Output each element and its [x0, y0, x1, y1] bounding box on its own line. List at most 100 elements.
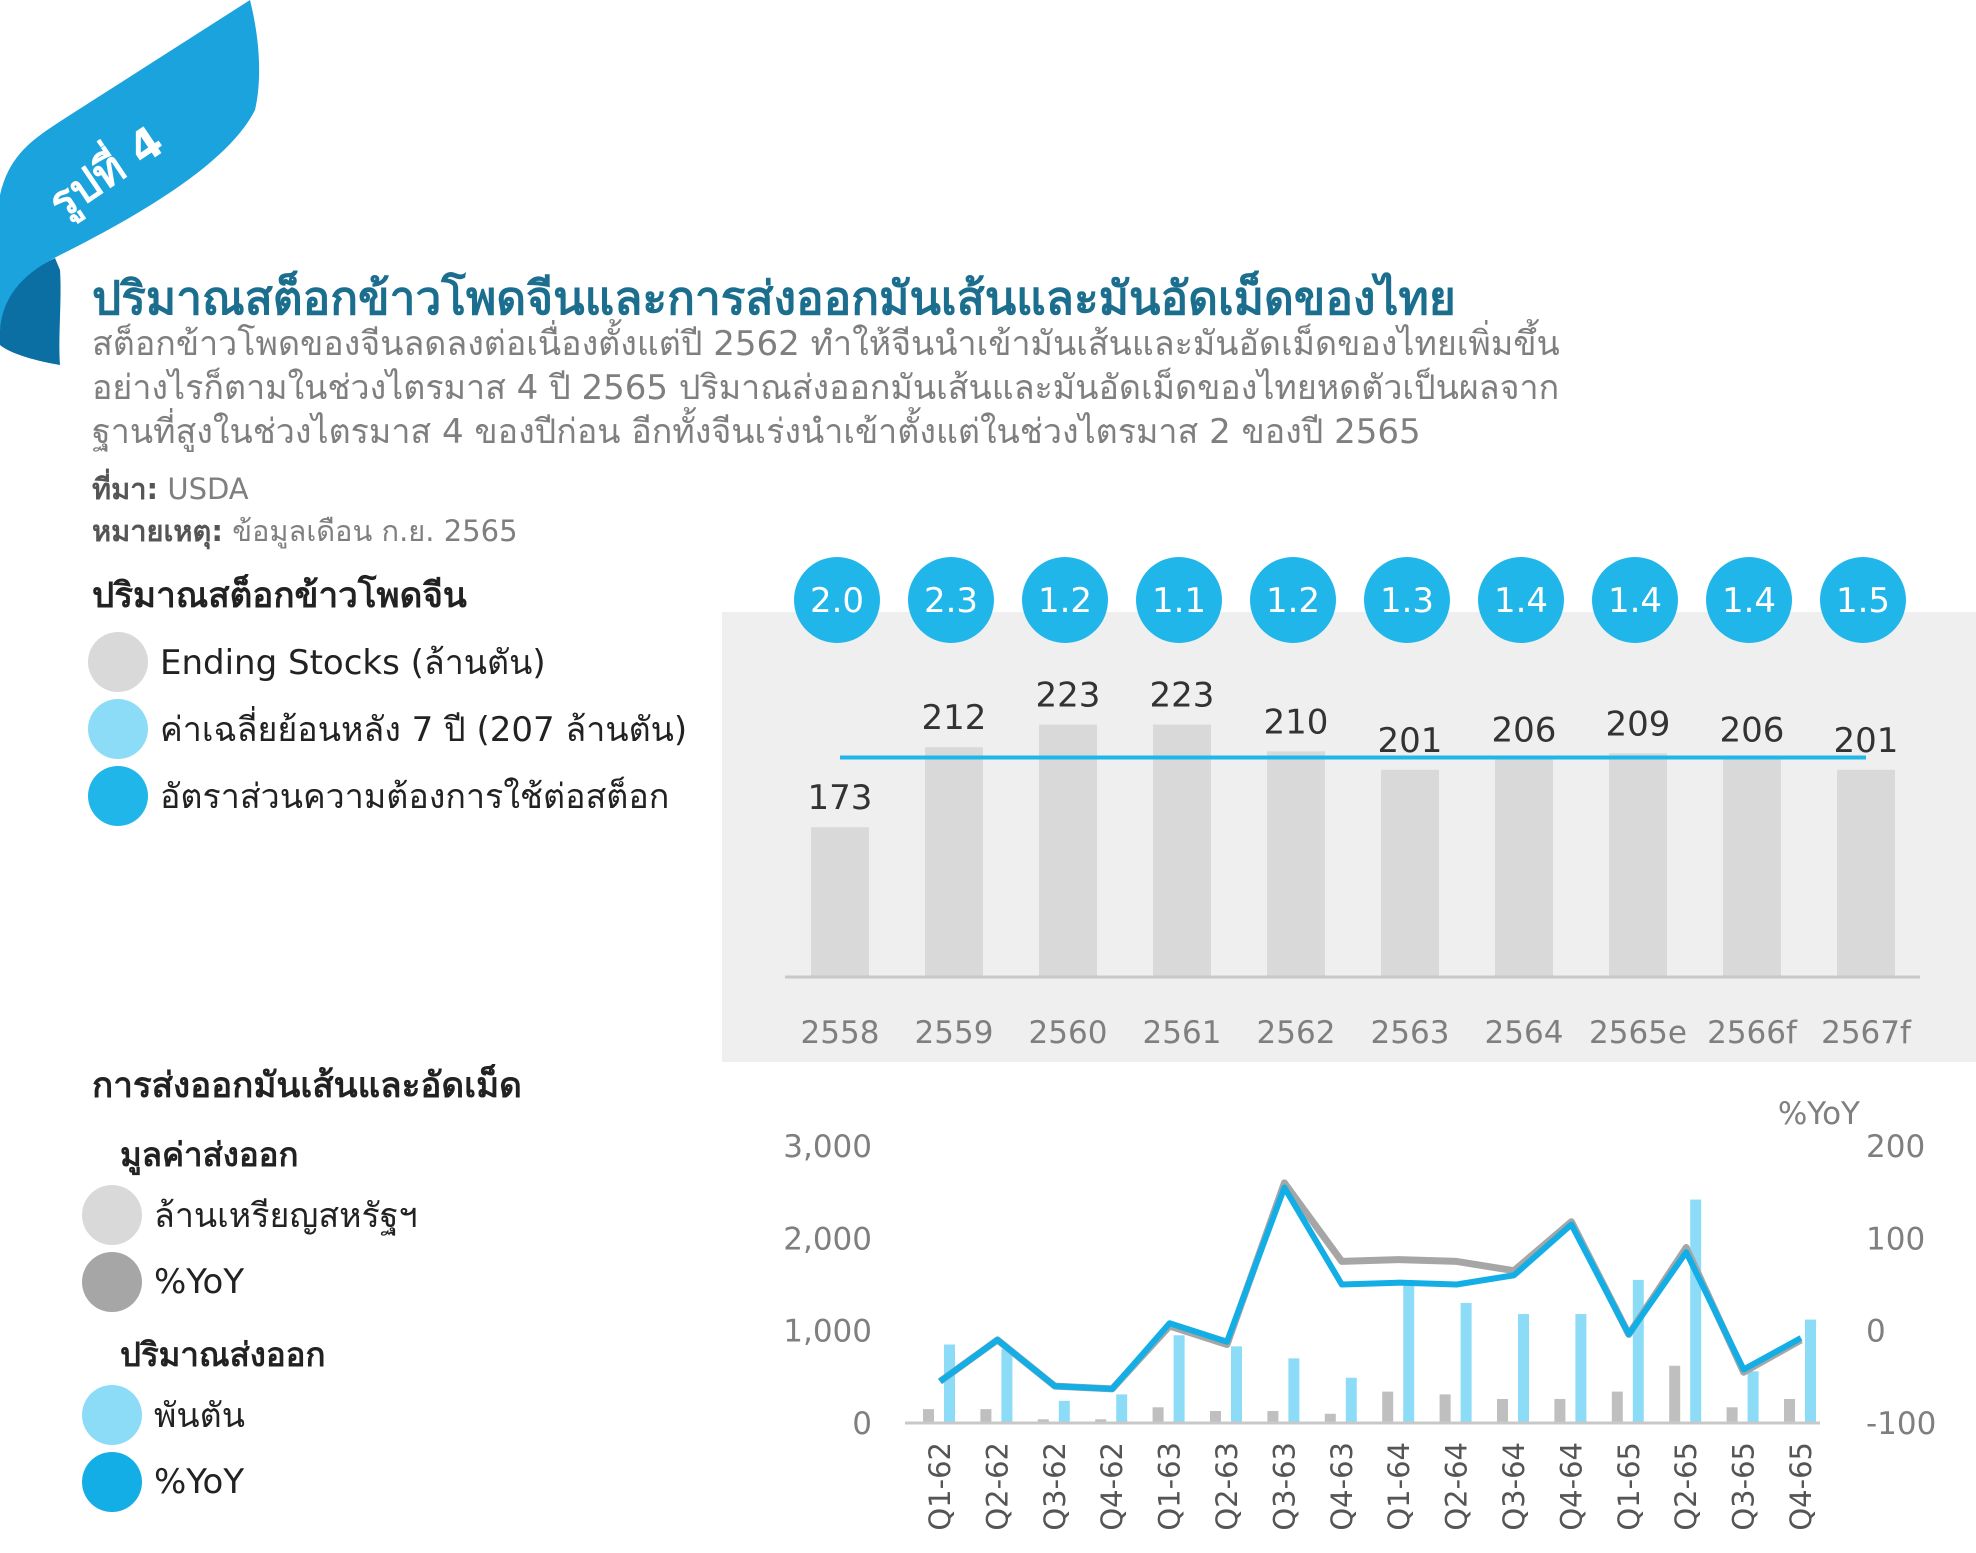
value-bar: [1726, 1407, 1738, 1423]
data-label: 173: [808, 778, 873, 818]
volume-bar: [1632, 1279, 1644, 1423]
legend-label: Ending Stocks (ล้านตัน): [160, 643, 546, 683]
x-tick-label: Q2-65: [1669, 1442, 1703, 1531]
legend-dot: [88, 699, 148, 759]
data-label: 206: [1720, 711, 1785, 751]
legend-dot: [82, 1252, 142, 1312]
value-bar: [1784, 1398, 1795, 1423]
x-tick-label: Q2-62: [980, 1442, 1014, 1531]
ratio-badge-label: 1.2: [1038, 581, 1092, 621]
note-value: ข้อมูลเดือน ก.ย. 2565: [232, 514, 518, 548]
ratio-badge-label: 1.3: [1380, 581, 1434, 621]
data-label: 201: [1834, 721, 1899, 761]
ratio-badge: [794, 557, 880, 643]
value-bar: [1324, 1413, 1336, 1423]
legend-volume-yoy: %YoY: [82, 1452, 244, 1512]
legend-dot: [88, 632, 148, 692]
value-bar: [1382, 1391, 1394, 1423]
value-bar: [1210, 1410, 1221, 1423]
x-tick-label: Q1-64: [1382, 1442, 1416, 1531]
data-label: 223: [1150, 676, 1215, 716]
legend-label: พันตัน: [154, 1396, 245, 1436]
legend-volume-kt: พันตัน: [82, 1385, 245, 1445]
page-title: ปริมาณสต็อกข้าวโพดจีนและการส่งออกมันเส้น…: [92, 271, 1456, 325]
x-tick-label: Q3-65: [1727, 1442, 1761, 1531]
volume-bar: [1403, 1281, 1415, 1423]
legend-value-yoy: %YoY: [82, 1252, 244, 1312]
ratio-badge: [908, 557, 994, 643]
ratio-badge-label: 1.2: [1266, 581, 1320, 621]
x-tick-label: 2560: [1029, 1015, 1108, 1051]
x-tick-label: 2561: [1143, 1015, 1222, 1051]
x-tick-label: 2564: [1485, 1015, 1564, 1051]
y-tick-label: 2,000: [783, 1221, 872, 1257]
stock-bar: [1039, 724, 1097, 977]
y-tick-label: 0: [852, 1406, 872, 1442]
y-tick-label: 1,000: [783, 1314, 872, 1350]
legend-dot: [82, 1452, 142, 1512]
ratio-badge-label: 1.5: [1836, 581, 1890, 621]
x-tick-label: 2563: [1371, 1015, 1450, 1051]
legend-value-usd: ล้านเหรียญสหรัฐฯ: [82, 1185, 418, 1245]
volume-bar: [1690, 1199, 1702, 1423]
ratio-badge-label: 1.4: [1608, 581, 1662, 621]
x-tick-label: Q4-65: [1784, 1442, 1818, 1531]
stock-bar: [1723, 759, 1781, 977]
x-tick-label: Q2-63: [1210, 1442, 1244, 1531]
ratio-badge: [1592, 557, 1678, 643]
value-bar: [1497, 1398, 1508, 1423]
legend-label: ล้านเหรียญสหรัฐฯ: [154, 1196, 418, 1236]
value-bar: [1554, 1398, 1566, 1423]
legend-label: อัตราส่วนความต้องการใช้ต่อสต็อก: [160, 777, 670, 817]
value-bar: [923, 1409, 934, 1423]
x-tick-label: Q1-62: [923, 1442, 957, 1531]
footnote: หมายเหตุ: ข้อมูลเดือน ก.ย. 2565: [92, 508, 518, 554]
source-value: USDA: [167, 472, 249, 506]
ratio-badge-label: 1.1: [1152, 581, 1206, 621]
ratio-badge: [1364, 557, 1450, 643]
value-bar: [1439, 1394, 1451, 1423]
ratio-badge: [1478, 557, 1564, 643]
volume-yoy-line: [938, 1184, 1803, 1392]
ratio-badge-label: 1.4: [1494, 581, 1548, 621]
stock-bar: [1495, 759, 1553, 977]
volume-bar: [1805, 1319, 1816, 1423]
x-tick-label: Q4-64: [1554, 1442, 1588, 1531]
volume-bar: [1747, 1371, 1759, 1423]
export-section-title: การส่งออกมันเส้นและอัดเม็ด: [92, 1066, 522, 1106]
volume-bar: [1460, 1302, 1472, 1423]
volume-bar: [1173, 1335, 1185, 1423]
stock-bar: [1837, 769, 1895, 977]
volume-bar: [1288, 1358, 1300, 1423]
x-tick-label: Q3-62: [1038, 1442, 1072, 1531]
legend-ratio: อัตราส่วนความต้องการใช้ต่อสต็อก: [88, 766, 669, 826]
stock-bar: [1267, 751, 1325, 977]
stock-bar: [1153, 724, 1211, 977]
value-bar: [980, 1409, 992, 1423]
stock-bar: [811, 827, 869, 977]
data-label: 201: [1378, 721, 1443, 761]
data-label: 210: [1264, 702, 1329, 742]
volume-bar: [1001, 1349, 1013, 1423]
legend-label: ค่าเฉลี่ยย้อนหลัง 7 ปี (207 ล้านตัน): [160, 710, 688, 750]
ratio-badge: [1706, 557, 1792, 643]
stock-bar: [925, 747, 983, 977]
description-line: อย่างไรก็ตามในช่วงไตรมาส 4 ปี 2565 ปริมา…: [92, 368, 1560, 408]
stock-bar: [1381, 769, 1439, 977]
legend-label: %YoY: [154, 1462, 245, 1502]
volume-bar: [1575, 1314, 1587, 1423]
y2-tick-label: 100: [1866, 1221, 1925, 1257]
ratio-badge: [1136, 557, 1222, 643]
x-tick-label: 2567f: [1821, 1015, 1912, 1051]
y2-tick-label: 200: [1866, 1129, 1925, 1165]
x-tick-label: Q1-65: [1612, 1442, 1646, 1531]
value-bar: [1669, 1365, 1681, 1423]
ratio-badge: [1250, 557, 1336, 643]
volume-bar: [944, 1344, 955, 1423]
x-tick-label: 2562: [1257, 1015, 1336, 1051]
legend-dot: [82, 1385, 142, 1445]
value-bar: [1267, 1410, 1279, 1423]
source-note: ที่มา: USDA: [92, 466, 249, 512]
note-label: หมายเหตุ:: [92, 514, 223, 548]
